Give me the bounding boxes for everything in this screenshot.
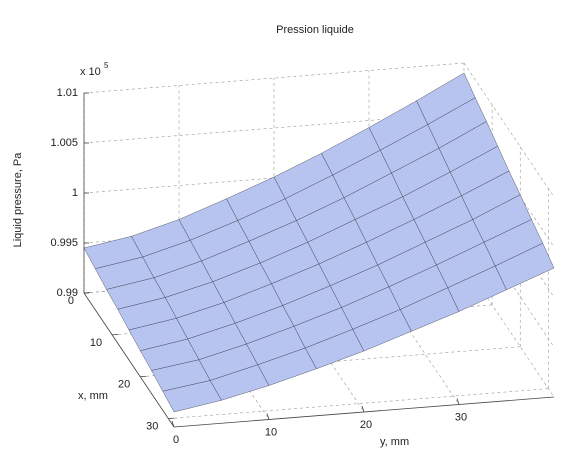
z-multiplier-exponent: 5	[104, 61, 109, 70]
tick-mark	[168, 417, 175, 420]
z-tick-label: 0.99	[57, 287, 78, 299]
tick-mark	[266, 413, 270, 420]
x-tick-label: 10	[90, 337, 102, 349]
tick-mark	[112, 333, 119, 336]
y-tick-label: 0	[173, 434, 179, 446]
x-axis-label: x, mm	[78, 390, 108, 402]
z-tick-label: 1.01	[57, 87, 78, 99]
z-axis-label: Liquid pressure, Pa	[12, 152, 24, 248]
tick-mark	[361, 405, 365, 413]
x-tick-label: 30	[146, 421, 158, 433]
tick-mark	[140, 375, 147, 378]
x-tick-label: 0	[68, 295, 74, 307]
y-tick-label: 20	[360, 419, 372, 431]
y-axis-label: y, mm	[380, 436, 409, 448]
y-tick-label: 10	[265, 426, 277, 438]
z-tick-label: 1.005	[50, 137, 78, 149]
z-tick-label: 0.995	[50, 237, 78, 249]
tick-mark	[83, 292, 91, 294]
y-tick-label: 30	[455, 411, 467, 423]
x-axis	[83, 292, 175, 428]
x-tick-label: 20	[118, 379, 130, 391]
surface-face	[494, 242, 555, 291]
z-multiplier: x 10	[80, 66, 101, 78]
tick-mark	[456, 398, 460, 405]
grid-line	[463, 62, 555, 198]
z-tick-label: 1	[72, 187, 78, 199]
chart-title: Pression liquide	[276, 24, 354, 36]
tick-mark	[171, 420, 175, 428]
